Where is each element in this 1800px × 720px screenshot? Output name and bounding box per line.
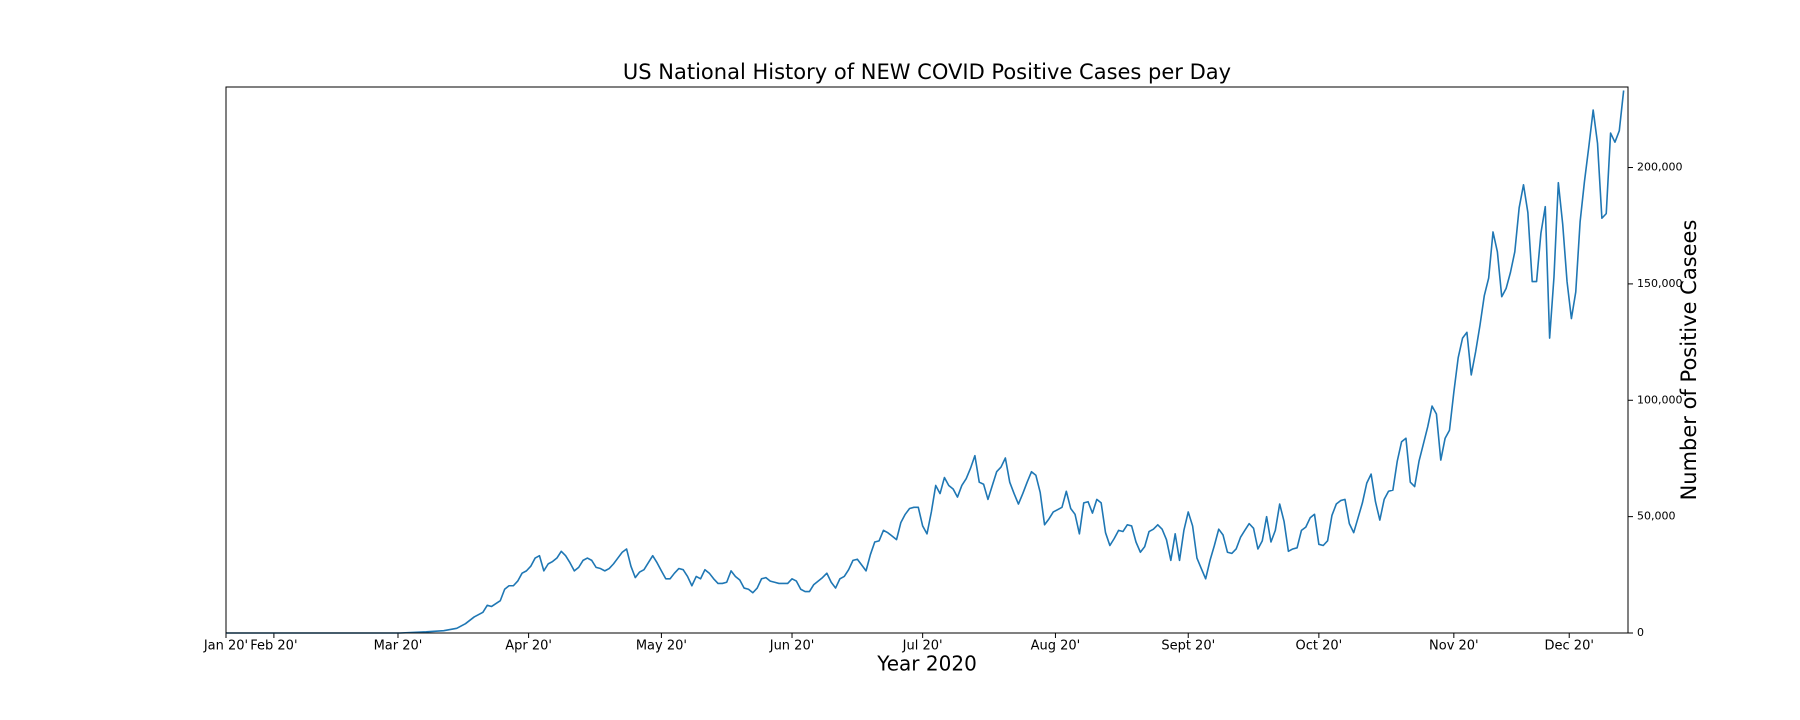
- y-tick-label: 50,000: [1637, 510, 1676, 523]
- x-axis-label: Year 2020: [876, 652, 977, 676]
- x-tick-label: Nov 20': [1429, 639, 1479, 654]
- series-line: [226, 90, 1625, 634]
- x-tick-label: Oct 20': [1295, 639, 1342, 654]
- x-tick-label: Jun 20': [769, 639, 815, 654]
- y-tick-label: 150,000: [1637, 277, 1683, 290]
- x-tick-label: Mar 20': [374, 639, 423, 654]
- x-tick-label: Aug 20': [1031, 639, 1081, 654]
- x-tick-label: May 20': [636, 639, 687, 654]
- x-tick-label: Jul 20': [902, 639, 943, 654]
- y-axis-label: Number of Positive Casees: [1677, 220, 1701, 501]
- x-tick-label: Sept 20': [1161, 639, 1215, 654]
- x-tick-label: Apr 20': [505, 639, 552, 654]
- chart-title: US National History of NEW COVID Positiv…: [623, 60, 1231, 84]
- x-tick-label: Jan 20': [203, 639, 248, 654]
- x-tick-label: Feb 20': [250, 639, 297, 654]
- y-tick-label: 0: [1637, 626, 1644, 639]
- y-tick-label: 200,000: [1637, 161, 1683, 174]
- y-tick-label: 100,000: [1637, 393, 1683, 406]
- x-tick-label: Dec 20': [1545, 639, 1594, 654]
- plot-frame: [225, 86, 1629, 634]
